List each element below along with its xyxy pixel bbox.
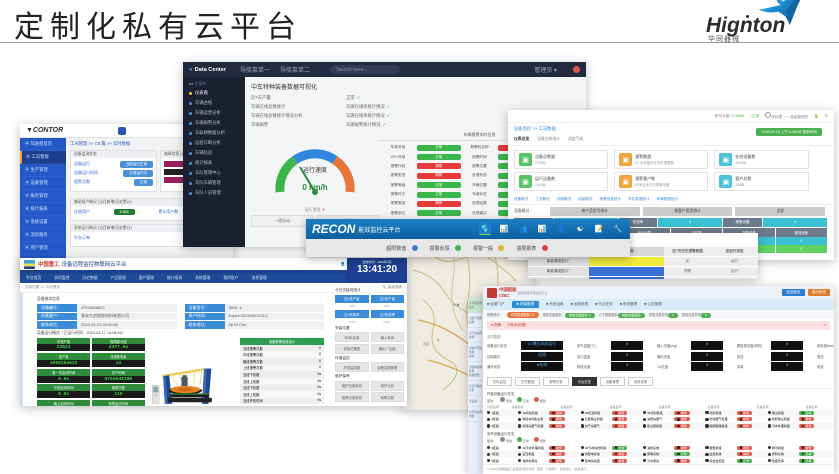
svg-text:青海: 青海 [453, 302, 459, 307]
svg-text:运行速度: 运行速度 [303, 166, 327, 174]
svg-text:0 km/h: 0 km/h [302, 183, 327, 192]
svg-text:西藏: 西藏 [423, 341, 429, 346]
